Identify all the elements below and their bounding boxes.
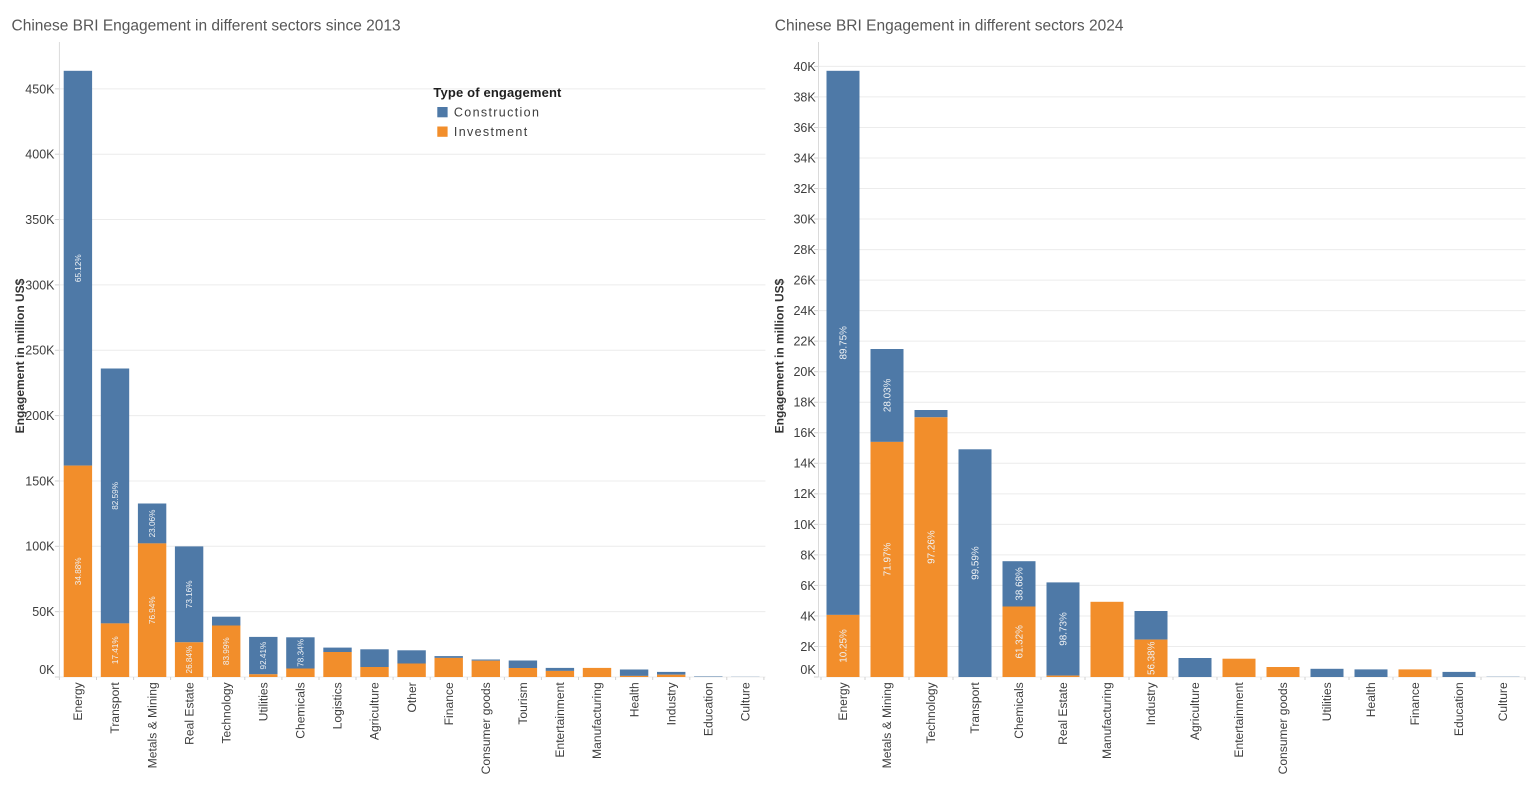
svg-text:50K: 50K (32, 605, 55, 619)
svg-text:32K: 32K (793, 182, 816, 196)
svg-text:450K: 450K (25, 82, 55, 96)
svg-text:Agriculture: Agriculture (1188, 682, 1202, 740)
svg-text:300K: 300K (25, 278, 55, 292)
svg-text:Engagement in million US$: Engagement in million US$ (13, 278, 27, 433)
svg-text:99.59%: 99.59% (971, 546, 982, 580)
svg-text:Consumer goods: Consumer goods (479, 682, 493, 774)
svg-text:2K: 2K (800, 640, 816, 654)
svg-text:Agriculture: Agriculture (368, 682, 382, 740)
svg-text:71.97%: 71.97% (883, 543, 894, 577)
svg-text:Real Estate: Real Estate (1056, 682, 1070, 745)
svg-text:26.84%: 26.84% (185, 646, 194, 674)
svg-text:Health: Health (627, 682, 641, 717)
svg-text:Other: Other (405, 682, 419, 712)
svg-text:56.38%: 56.38% (1147, 641, 1158, 675)
svg-text:6K: 6K (800, 579, 816, 593)
svg-text:73.16%: 73.16% (185, 580, 194, 608)
svg-text:8K: 8K (800, 548, 816, 562)
svg-text:Culture: Culture (739, 682, 753, 721)
svg-text:Industry: Industry (664, 681, 678, 725)
svg-text:83.99%: 83.99% (222, 637, 231, 665)
svg-text:89.75%: 89.75% (839, 326, 850, 360)
svg-text:10.25%: 10.25% (839, 629, 850, 663)
svg-text:0K: 0K (39, 663, 55, 677)
svg-text:Energy: Energy (71, 681, 85, 720)
svg-text:Consumer goods: Consumer goods (1276, 682, 1290, 774)
svg-text:150K: 150K (25, 474, 55, 488)
svg-text:34K: 34K (793, 151, 816, 165)
svg-text:12K: 12K (793, 487, 816, 501)
svg-text:34.88%: 34.88% (74, 557, 83, 585)
svg-text:16K: 16K (793, 426, 816, 440)
svg-text:Metals & Mining: Metals & Mining (145, 682, 159, 768)
svg-text:97.26%: 97.26% (927, 530, 938, 564)
svg-text:4K: 4K (800, 609, 816, 623)
svg-text:18K: 18K (793, 396, 816, 410)
svg-text:Technology: Technology (924, 681, 938, 743)
svg-text:250K: 250K (25, 344, 55, 358)
svg-text:Finance: Finance (1408, 682, 1422, 725)
svg-text:98.73%: 98.73% (1059, 612, 1070, 646)
svg-text:78.34%: 78.34% (296, 639, 305, 667)
svg-text:Utilities: Utilities (1320, 682, 1334, 721)
svg-text:Manufacturing: Manufacturing (1100, 682, 1114, 759)
svg-text:200K: 200K (25, 409, 55, 423)
svg-text:10K: 10K (793, 518, 816, 532)
svg-text:24K: 24K (793, 304, 816, 318)
svg-text:82.59%: 82.59% (111, 482, 120, 510)
svg-text:Industry: Industry (1144, 681, 1158, 725)
svg-text:38K: 38K (793, 90, 816, 104)
svg-text:Chinese BRI Engagement in diff: Chinese BRI Engagement in different sect… (775, 18, 1124, 35)
svg-text:Engagement in million US$: Engagement in million US$ (773, 278, 787, 433)
svg-text:Transport: Transport (108, 682, 122, 734)
svg-text:Metals & Mining: Metals & Mining (880, 682, 894, 768)
svg-text:61.32%: 61.32% (1015, 625, 1026, 659)
svg-text:Finance: Finance (442, 682, 456, 725)
svg-text:Logistics: Logistics (331, 682, 345, 729)
svg-text:28.03%: 28.03% (883, 378, 894, 412)
svg-text:30K: 30K (793, 212, 816, 226)
svg-text:38.68%: 38.68% (1015, 567, 1026, 601)
svg-text:Investment: Investment (454, 125, 529, 139)
svg-text:Chinese BRI Engagement in diff: Chinese BRI Engagement in different sect… (12, 18, 401, 35)
svg-text:0K: 0K (800, 663, 816, 677)
svg-text:28K: 28K (793, 243, 816, 257)
svg-text:Health: Health (1364, 682, 1378, 717)
svg-text:17.41%: 17.41% (111, 636, 120, 664)
svg-text:36K: 36K (793, 121, 816, 135)
svg-text:Type of engagement: Type of engagement (433, 85, 562, 100)
svg-text:14K: 14K (793, 457, 816, 471)
svg-text:Culture: Culture (1496, 682, 1510, 721)
svg-text:Education: Education (1452, 682, 1466, 736)
svg-text:100K: 100K (25, 540, 55, 554)
svg-text:Transport: Transport (968, 682, 982, 734)
svg-text:Chemicals: Chemicals (1012, 682, 1026, 738)
svg-text:26K: 26K (793, 274, 816, 288)
svg-text:Entertainment: Entertainment (1232, 682, 1246, 758)
svg-text:350K: 350K (25, 213, 55, 227)
svg-text:Energy: Energy (836, 681, 850, 720)
svg-text:23.06%: 23.06% (148, 510, 157, 538)
svg-text:76.94%: 76.94% (148, 596, 157, 624)
svg-text:22K: 22K (793, 335, 816, 349)
svg-text:20K: 20K (793, 365, 816, 379)
svg-text:Chemicals: Chemicals (294, 682, 308, 738)
svg-text:Education: Education (702, 682, 716, 736)
svg-text:Construction: Construction (454, 105, 540, 119)
svg-text:400K: 400K (25, 148, 55, 162)
svg-text:Technology: Technology (219, 681, 233, 743)
svg-text:Real Estate: Real Estate (182, 682, 196, 745)
svg-text:92.41%: 92.41% (259, 642, 268, 670)
svg-text:Entertainment: Entertainment (553, 682, 567, 758)
svg-text:Tourism: Tourism (516, 682, 530, 724)
svg-text:Utilities: Utilities (257, 682, 271, 721)
svg-text:40K: 40K (793, 60, 816, 74)
svg-text:65.12%: 65.12% (74, 254, 83, 282)
svg-text:Manufacturing: Manufacturing (590, 682, 604, 759)
